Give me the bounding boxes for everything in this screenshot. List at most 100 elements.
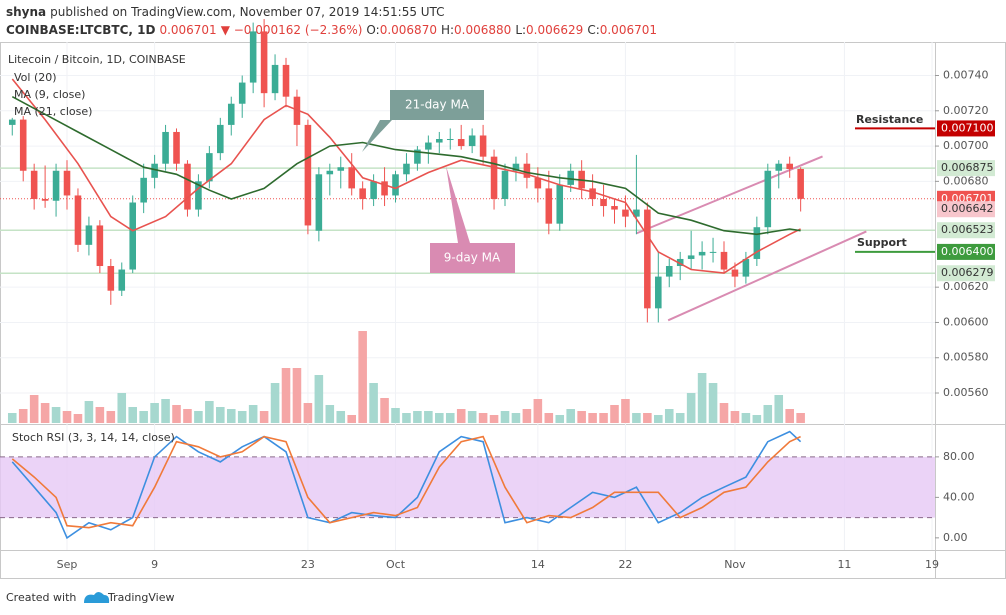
volume-bar	[248, 405, 258, 423]
published: published on TradingView.com, November 0…	[50, 5, 444, 19]
candle-body	[19, 119, 27, 171]
volume-bar	[675, 413, 685, 423]
volume-bar	[40, 403, 50, 423]
x-tick-label: Sep	[57, 558, 78, 571]
series-line	[11, 78, 801, 274]
volume-bar	[62, 411, 72, 423]
candle-body	[490, 156, 498, 199]
legend-vol: Vol (20)	[14, 71, 57, 84]
volume-bar	[500, 411, 510, 423]
volume-bar	[95, 407, 105, 423]
price-badge-label: 0.006523	[941, 223, 994, 236]
candle-body	[501, 170, 509, 199]
candle-body	[381, 181, 388, 196]
candle-body	[348, 167, 355, 189]
candle-body	[260, 31, 268, 94]
volume-bar	[435, 413, 444, 423]
candle-body	[589, 188, 596, 199]
symbol: COINBASE:LTCBTC, 1D	[6, 23, 155, 37]
candle-body	[315, 174, 323, 231]
candle-body	[293, 96, 301, 125]
x-tick-label: 19	[925, 558, 939, 571]
candle-body	[8, 119, 16, 125]
candle-body	[534, 177, 542, 189]
candle-body	[764, 170, 772, 228]
candle-body	[238, 82, 246, 104]
candle-body	[30, 170, 38, 199]
volume-bar	[424, 411, 433, 423]
x-tick-label: Nov	[724, 558, 746, 571]
candle-body	[687, 255, 695, 259]
candle-body	[698, 251, 706, 256]
candle-body	[425, 142, 432, 150]
l: 0.006629	[526, 23, 583, 37]
volume-bar	[314, 375, 324, 423]
price-badge	[937, 160, 995, 177]
candle-body	[217, 124, 224, 154]
volume-bar	[719, 403, 729, 423]
x-tick-label: Oct	[386, 558, 406, 571]
volume-bar	[785, 409, 794, 423]
band	[0, 456, 935, 518]
candle-body	[775, 163, 783, 171]
callout-21: 21-day MA	[362, 90, 484, 152]
volume-bar	[774, 395, 784, 423]
candle-body	[304, 124, 312, 226]
volume-bar	[347, 415, 356, 423]
volume-bar	[599, 413, 608, 423]
candle-body	[85, 225, 93, 245]
candle-body	[665, 266, 673, 277]
volume-bar	[555, 415, 565, 423]
volume-bar	[588, 413, 597, 423]
footer-brand: TradingView	[107, 591, 174, 604]
y-tick-label: 0.00680	[943, 174, 989, 187]
volume-bar	[654, 415, 663, 423]
volume-bar	[763, 405, 773, 423]
y-tick-label: 0.00	[943, 531, 968, 544]
o-label: O:	[366, 23, 379, 37]
volume-bar	[686, 393, 696, 423]
series-line	[11, 435, 801, 529]
price-badge-label: 0.006400	[941, 245, 994, 258]
legend-ma9: MA (9, close)	[14, 88, 85, 101]
candle-body	[512, 163, 520, 171]
volume-bar	[128, 407, 137, 423]
candle-body	[797, 169, 804, 199]
y-tick-label: 0.00720	[943, 104, 989, 117]
candle-body	[140, 177, 147, 203]
x-tick-label: 14	[531, 558, 545, 571]
x-tick-label: 22	[618, 558, 632, 571]
legend-symbol: Litecoin / Bitcoin, 1D, COINBASE	[8, 53, 186, 66]
volume-bar	[796, 413, 805, 423]
volume-bar	[544, 413, 554, 423]
volume-bar	[522, 409, 532, 423]
volume-bar	[270, 383, 280, 423]
logo	[84, 592, 110, 603]
candle-body	[326, 170, 334, 175]
volume-bar	[708, 383, 718, 423]
candle-body	[655, 276, 662, 309]
o: 0.006870	[380, 23, 437, 37]
candle-body	[162, 131, 169, 164]
candle-body	[600, 198, 607, 207]
candle-body	[567, 170, 574, 185]
volume-bar	[533, 399, 543, 423]
volume-bar	[369, 383, 378, 423]
series-line	[11, 95, 801, 236]
candle-body	[709, 251, 717, 253]
candle-body	[173, 131, 180, 164]
volume-bar	[292, 368, 302, 423]
y-tick-label: 0.00620	[943, 280, 989, 293]
y-tick-label: 0.00700	[943, 139, 989, 152]
volume-bar	[117, 393, 127, 423]
volume-bar	[18, 409, 28, 423]
candle-body	[479, 135, 487, 157]
volume-bar	[632, 413, 641, 423]
candle-body	[523, 163, 531, 178]
symbol-line: COINBASE:LTCBTC, 1D 0.006701 ▼ −0.000162 (…	[6, 23, 657, 37]
x-tick-label: 23	[301, 558, 315, 571]
volume-bar	[664, 409, 674, 423]
header-line: shyna published on TradingView.com, Novem…	[6, 5, 445, 19]
volume-bar	[445, 413, 455, 423]
